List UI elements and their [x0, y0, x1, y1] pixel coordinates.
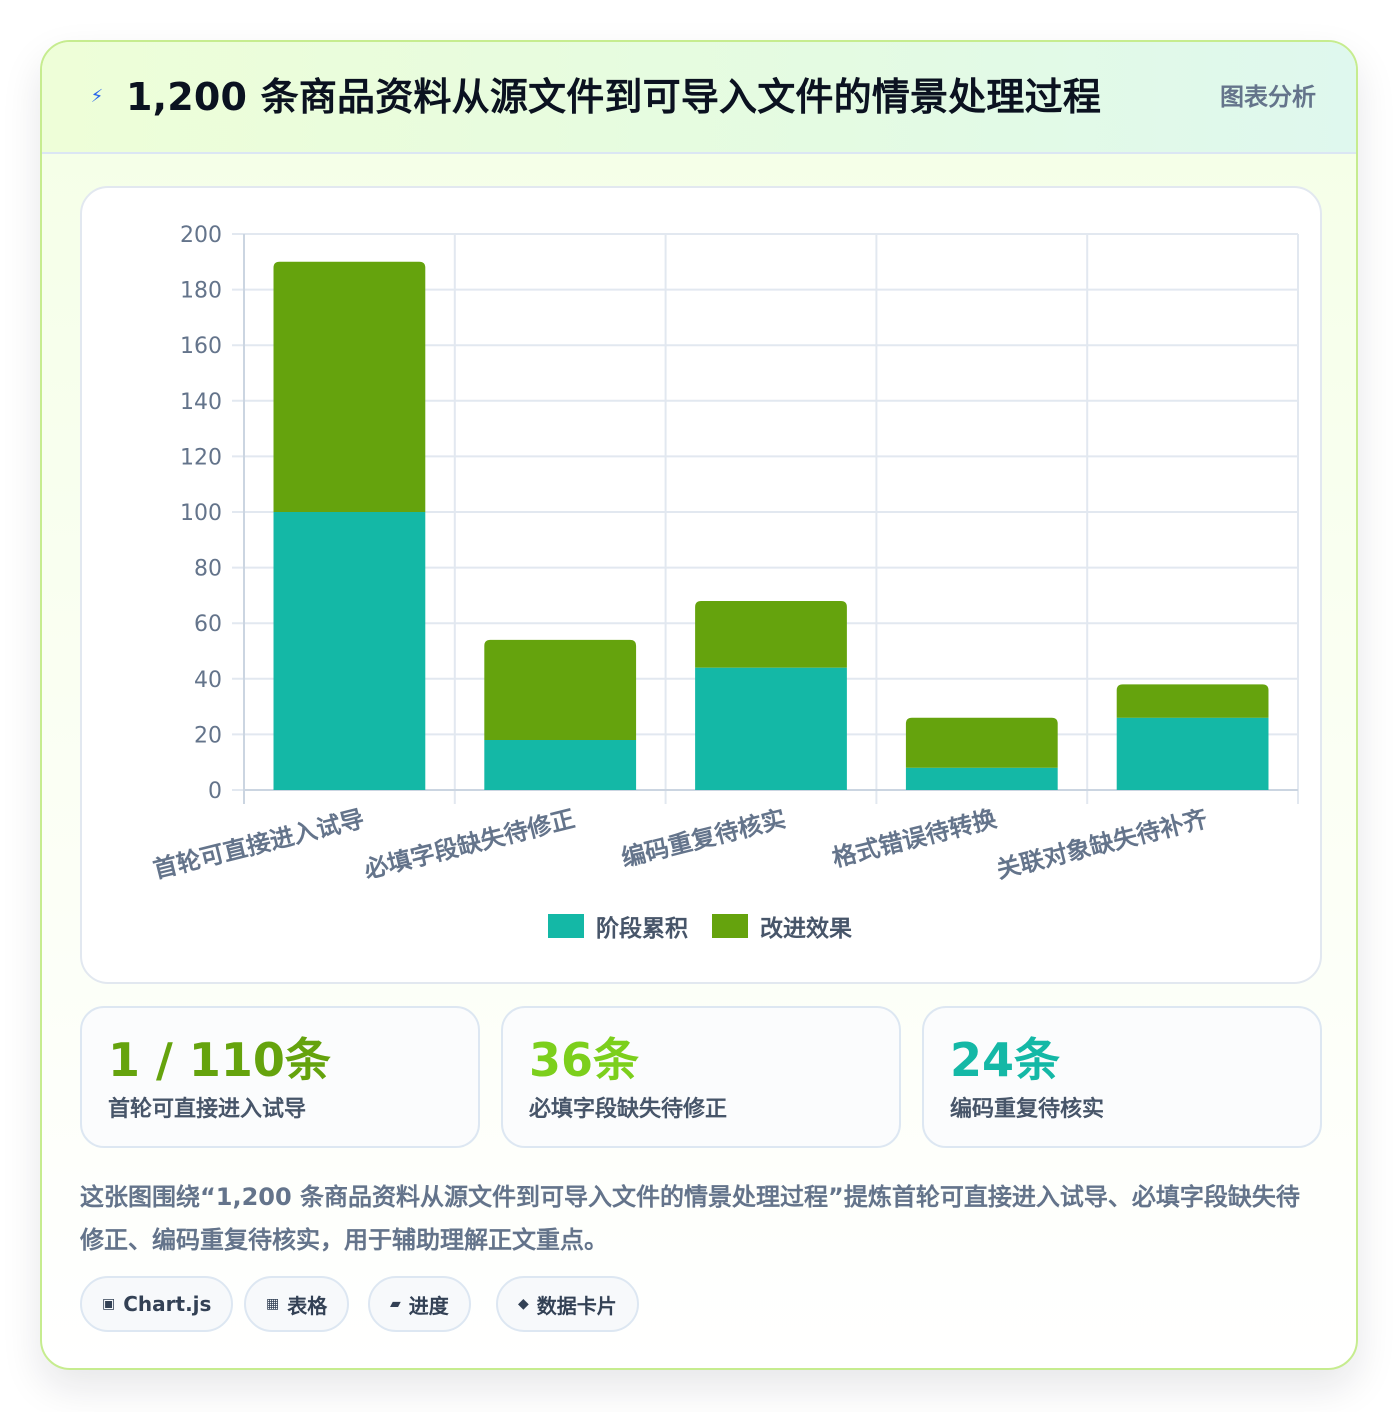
card-header: ⚡ 1,200 条商品资料从源文件到可导入文件的情景处理过程 图表分析: [42, 42, 1356, 154]
y-tick-label: 200: [180, 223, 222, 248]
bar-segment-2: [695, 600, 847, 668]
chip-data-card[interactable]: ◆ 数据卡片: [496, 1276, 639, 1332]
y-tick-label: 180: [180, 279, 222, 304]
bar-segment-1: [695, 667, 847, 790]
chip-label: 进度: [408, 1293, 449, 1318]
stat-value: 36条: [529, 1033, 640, 1087]
y-tick-label: 140: [180, 390, 222, 415]
legend-label: 阶段累积: [596, 915, 688, 942]
bar-segment-1: [273, 512, 426, 790]
legend-swatch: [712, 914, 748, 938]
y-tick-label: 20: [194, 723, 222, 748]
bar-segment-1: [1116, 717, 1269, 790]
stat-card-2: 36条 必填字段缺失待修正: [501, 1006, 901, 1148]
table-icon: ▦: [266, 1296, 280, 1312]
chip-chartjs[interactable]: ▣ Chart.js: [80, 1276, 234, 1332]
stat-label: 必填字段缺失待修正: [529, 1097, 728, 1122]
chip-table[interactable]: ▦ 表格: [244, 1276, 350, 1332]
y-tick-label: 100: [180, 501, 222, 526]
stacked-bar-chart: 0 20 40 60 80 100 120 140 160 180 200 首轮可直接进入试导必填字段…: [150, 223, 1299, 942]
chart-card: ⚡ 1,200 条商品资料从源文件到可导入文件的情景处理过程 图表分析 0 20 4…: [40, 40, 1358, 1370]
chip-label: 数据卡片: [536, 1293, 617, 1318]
chart-panel: 0 20 40 60 80 100 120 140 160 180 200 首轮可直接进入试导 必填字段…: [80, 186, 1322, 984]
x-tick-label: 编码重复待核实: [619, 805, 789, 873]
lightning-icon: ⚡: [90, 86, 104, 107]
bar-segment-2: [905, 717, 1058, 768]
chart-icon: ▣: [102, 1296, 116, 1312]
x-tick-label: 首轮可直接进入试导: [150, 805, 366, 884]
bar-segment-2: [484, 639, 637, 740]
bar-segment-1: [484, 739, 637, 790]
y-tick-label: 60: [194, 612, 222, 637]
x-tick-label: 关联对象缺失待补齐: [994, 804, 1211, 884]
stat-label: 编码重复待核实: [950, 1097, 1105, 1122]
chart-description: 这张图围绕“1,200 条商品资料从源文件到可导入文件的情景处理过程”提炼首轮可…: [80, 1183, 1300, 1254]
header-tag: 图表分析: [1220, 83, 1316, 111]
stat-card-3: 24条 编码重复待核实: [922, 1006, 1322, 1148]
diamond-icon: ◆: [518, 1296, 529, 1312]
x-tick-label: 格式错误待转换: [829, 804, 1000, 872]
legend-swatch: [548, 914, 584, 938]
bar-segment-2: [273, 261, 426, 512]
y-tick-label: 120: [180, 445, 222, 470]
stat-card-1: 1 / 110条 首轮可直接进入试导: [80, 1006, 480, 1148]
chip-label: 表格: [287, 1293, 328, 1318]
progress-icon: ▰: [390, 1296, 401, 1312]
page-title: 1,200 条商品资料从源文件到可导入文件的情景处理过程: [126, 75, 1102, 119]
y-tick-label: 40: [194, 668, 222, 693]
stat-label: 首轮可直接进入试导: [108, 1097, 307, 1122]
bar-segment-1: [905, 767, 1058, 790]
chip-progress[interactable]: ▰ 进度: [368, 1276, 471, 1332]
x-tick-label: 必填字段缺失待修正: [361, 805, 577, 884]
y-tick-label: 0: [208, 779, 222, 804]
y-tick-label: 160: [180, 334, 222, 359]
y-tick-label: 80: [194, 557, 222, 582]
legend-label: 改进效果: [760, 915, 852, 942]
bar-segment-2: [1116, 684, 1269, 718]
chip-label: Chart.js: [123, 1292, 212, 1316]
stat-value: 24条: [950, 1033, 1061, 1087]
stat-value: 1 / 110条: [108, 1033, 331, 1087]
